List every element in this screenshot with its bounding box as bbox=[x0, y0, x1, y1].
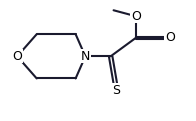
Text: S: S bbox=[113, 84, 121, 97]
Text: O: O bbox=[131, 10, 141, 23]
Text: N: N bbox=[81, 50, 90, 63]
Text: O: O bbox=[165, 31, 175, 44]
Text: O: O bbox=[12, 50, 22, 63]
